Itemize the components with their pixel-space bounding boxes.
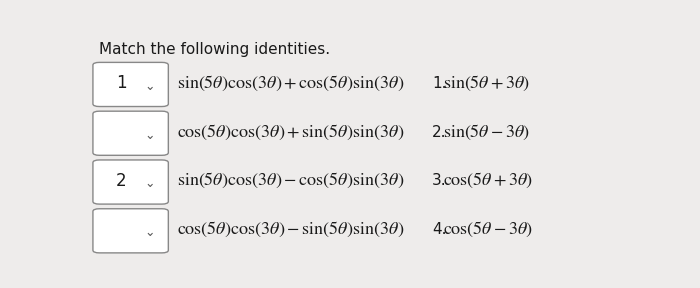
Text: 4.: 4. xyxy=(432,222,447,237)
Text: Match the following identities.: Match the following identities. xyxy=(99,42,330,57)
Text: 2.: 2. xyxy=(432,125,447,140)
Text: $\cos(5\theta+3\theta)$: $\cos(5\theta+3\theta)$ xyxy=(443,171,533,190)
Text: $\cos(5\theta)\cos(3\theta)-\sin(5\theta)\sin(3\theta)$: $\cos(5\theta)\cos(3\theta)-\sin(5\theta… xyxy=(177,220,405,239)
Text: $\sin(5\theta+3\theta)$: $\sin(5\theta+3\theta)$ xyxy=(443,74,530,93)
Text: $\cos(5\theta)\cos(3\theta)+\sin(5\theta)\sin(3\theta)$: $\cos(5\theta)\cos(3\theta)+\sin(5\theta… xyxy=(177,123,405,142)
Text: ⌄: ⌄ xyxy=(144,226,155,239)
Text: 2: 2 xyxy=(116,172,127,190)
Text: ⌄: ⌄ xyxy=(144,128,155,141)
Text: 1: 1 xyxy=(116,74,127,92)
Text: ⌄: ⌄ xyxy=(144,177,155,190)
Text: $\sin(5\theta)\cos(3\theta)+\cos(5\theta)\sin(3\theta)$: $\sin(5\theta)\cos(3\theta)+\cos(5\theta… xyxy=(177,74,405,93)
Text: 3.: 3. xyxy=(432,173,447,188)
Text: ⌄: ⌄ xyxy=(144,80,155,93)
Text: $\cos(5\theta-3\theta)$: $\cos(5\theta-3\theta)$ xyxy=(443,220,533,239)
FancyBboxPatch shape xyxy=(93,62,168,107)
Text: $\sin(5\theta-3\theta)$: $\sin(5\theta-3\theta)$ xyxy=(443,123,530,142)
FancyBboxPatch shape xyxy=(93,111,168,155)
Text: $\sin(5\theta)\cos(3\theta)-\cos(5\theta)\sin(3\theta)$: $\sin(5\theta)\cos(3\theta)-\cos(5\theta… xyxy=(177,171,405,190)
FancyBboxPatch shape xyxy=(93,160,168,204)
Text: 1.: 1. xyxy=(432,76,447,91)
FancyBboxPatch shape xyxy=(93,209,168,253)
